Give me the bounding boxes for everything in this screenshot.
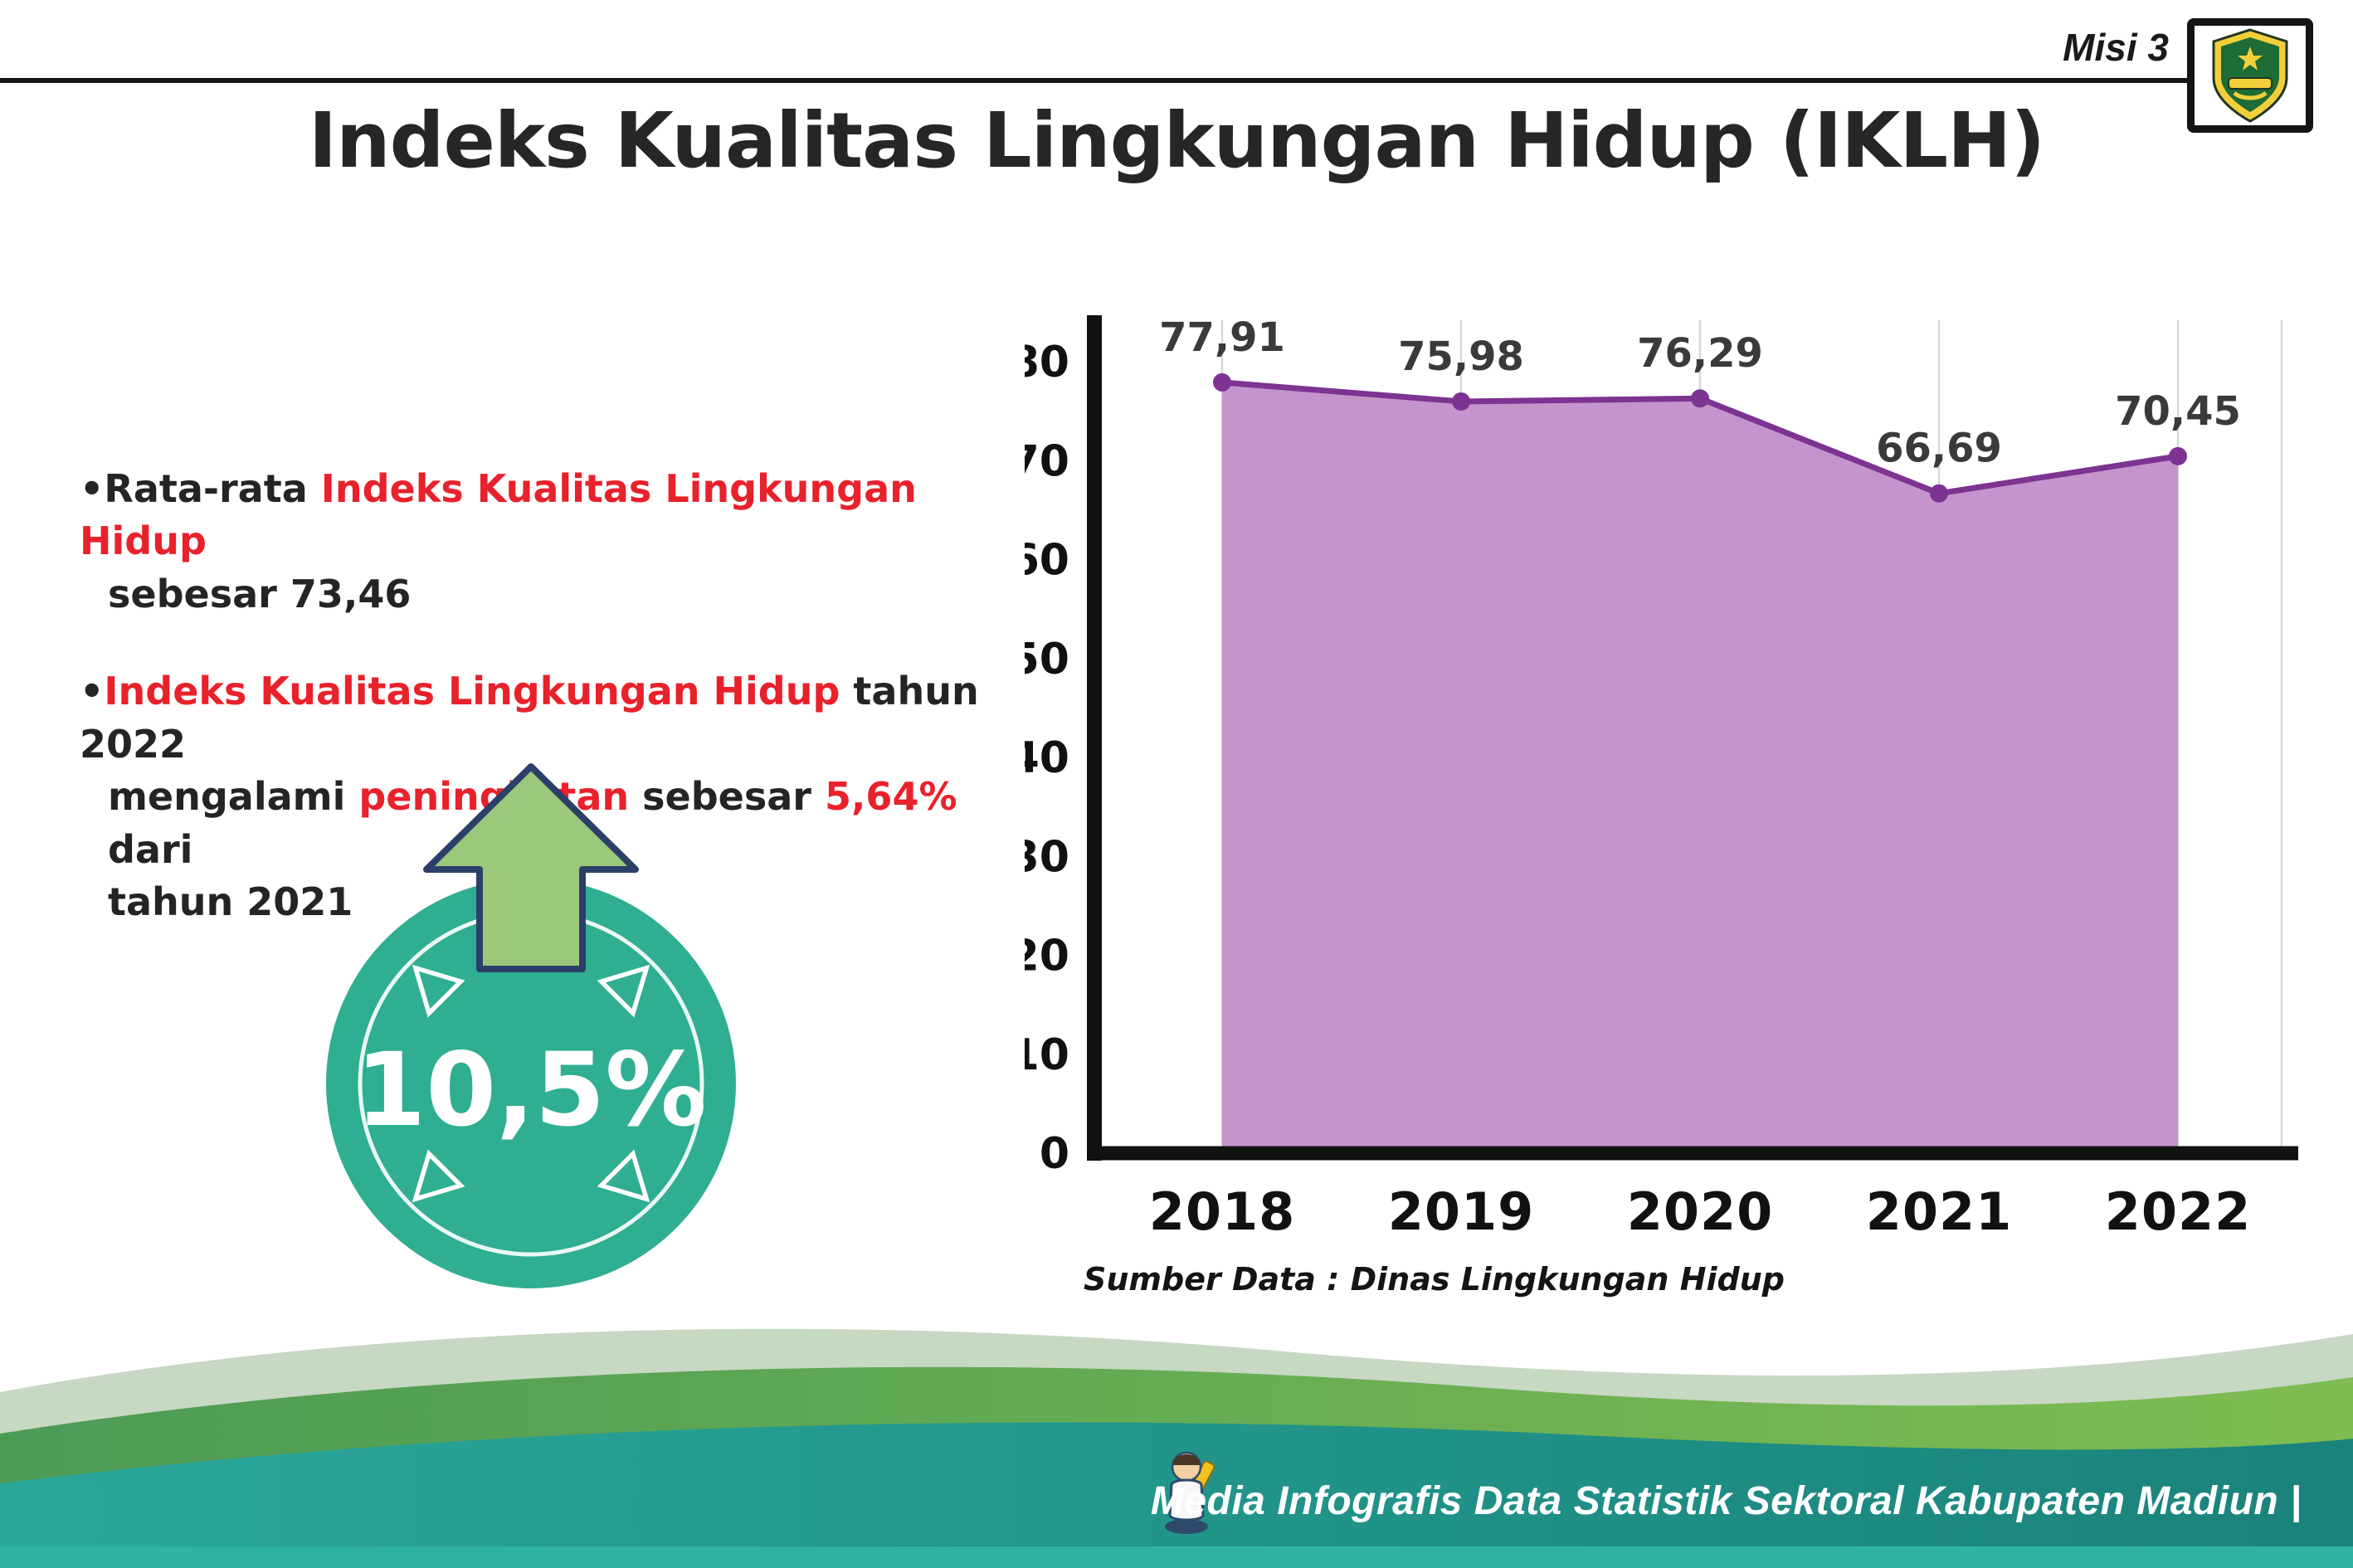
- increase-badge: 10,5%: [326, 763, 736, 1288]
- y-tick-label: 60: [1025, 536, 1069, 586]
- bullet-text: sebesar 73,46: [108, 571, 412, 616]
- iklh-area-chart: 77,91 75,98 76,29 66,69 70,45 0 10 20 30 40 50 60 70…: [1025, 314, 2298, 1242]
- footer-caption: Media Infografis Data Statistik Sektoral…: [1150, 1479, 2302, 1523]
- y-tick-label: 40: [1025, 733, 1069, 783]
- y-tick-label: 50: [1025, 635, 1069, 684]
- kabupaten-madiun-emblem-icon: [2212, 28, 2288, 123]
- data-label: 75,98: [1398, 334, 1524, 380]
- bullet-line: sebesar 73,46: [80, 568, 1034, 621]
- bullet-text: dari: [108, 826, 193, 872]
- x-tick-label: 2020: [1627, 1181, 1774, 1242]
- y-tick-label: 20: [1025, 932, 1069, 981]
- data-label: 70,45: [2115, 388, 2241, 435]
- data-label: 77,91: [1159, 314, 1285, 361]
- page-title: Indeks Kualitas Lingkungan Hidup (IKLH): [308, 96, 2045, 185]
- y-tick-label: 0: [1040, 1129, 1069, 1179]
- x-tick-label: 2018: [1149, 1181, 1296, 1242]
- bullet-text: mengalami: [108, 774, 359, 820]
- bullet-text: tahun 2021: [108, 879, 353, 925]
- bullet-text: tahun 2022: [80, 669, 979, 767]
- bullet-text-highlight: Indeks Kualitas Lingkungan Hidup: [104, 669, 840, 714]
- bullet-line: •Rata-rata Indeks Kualitas Lingkungan Hi…: [80, 463, 1034, 568]
- data-label: 76,29: [1637, 330, 1763, 377]
- misi-label: Misi 3: [2063, 26, 2169, 69]
- y-tick-label: 70: [1025, 436, 1069, 486]
- badge-triangles: [412, 964, 650, 1203]
- chart-source: Sumber Data : Dinas Lingkungan Hidup: [1084, 1261, 1785, 1298]
- bullet-text-highlight: Indeks Kualitas Lingkungan Hidup: [80, 466, 917, 564]
- data-point: [2169, 446, 2187, 465]
- bullet-marker: •: [80, 466, 105, 511]
- data-label: 66,69: [1876, 426, 2002, 472]
- bullet-marker: •: [80, 669, 105, 714]
- footer-bottom-bar: [0, 1546, 2353, 1568]
- data-point: [1213, 373, 1231, 392]
- data-point: [1930, 484, 1948, 503]
- bullet-average-iklh: •Rata-rata Indeks Kualitas Lingkungan Hi…: [80, 463, 1034, 621]
- badge-percentage: 10,5%: [355, 1031, 706, 1149]
- area-fill: [1222, 382, 2178, 1154]
- x-tick-label: 2022: [2105, 1181, 2252, 1242]
- bullet-text: Rata-rata: [104, 466, 321, 511]
- bullet-line: •Indeks Kualitas Lingkungan Hidup tahun …: [80, 665, 1034, 771]
- bullet-text-highlight: 5,64%: [824, 774, 957, 820]
- x-tick-label: 2021: [1866, 1181, 2013, 1242]
- kabupaten-madiun-logo: [2187, 18, 2313, 133]
- data-point: [1691, 389, 1709, 408]
- bullet-text: sebesar: [629, 774, 825, 820]
- x-tick-label: 2019: [1388, 1181, 1535, 1242]
- data-point: [1452, 392, 1470, 411]
- up-arrow-icon: [423, 763, 639, 972]
- y-tick-label: 30: [1025, 832, 1069, 882]
- mascot-icon: [1165, 1451, 1215, 1534]
- y-tick-label: 10: [1025, 1030, 1069, 1080]
- y-tick-label: 80: [1025, 338, 1069, 387]
- bullet-line: tahun 2021: [80, 876, 1034, 928]
- top-divider: [0, 78, 2192, 83]
- badge-circle: [326, 879, 736, 1288]
